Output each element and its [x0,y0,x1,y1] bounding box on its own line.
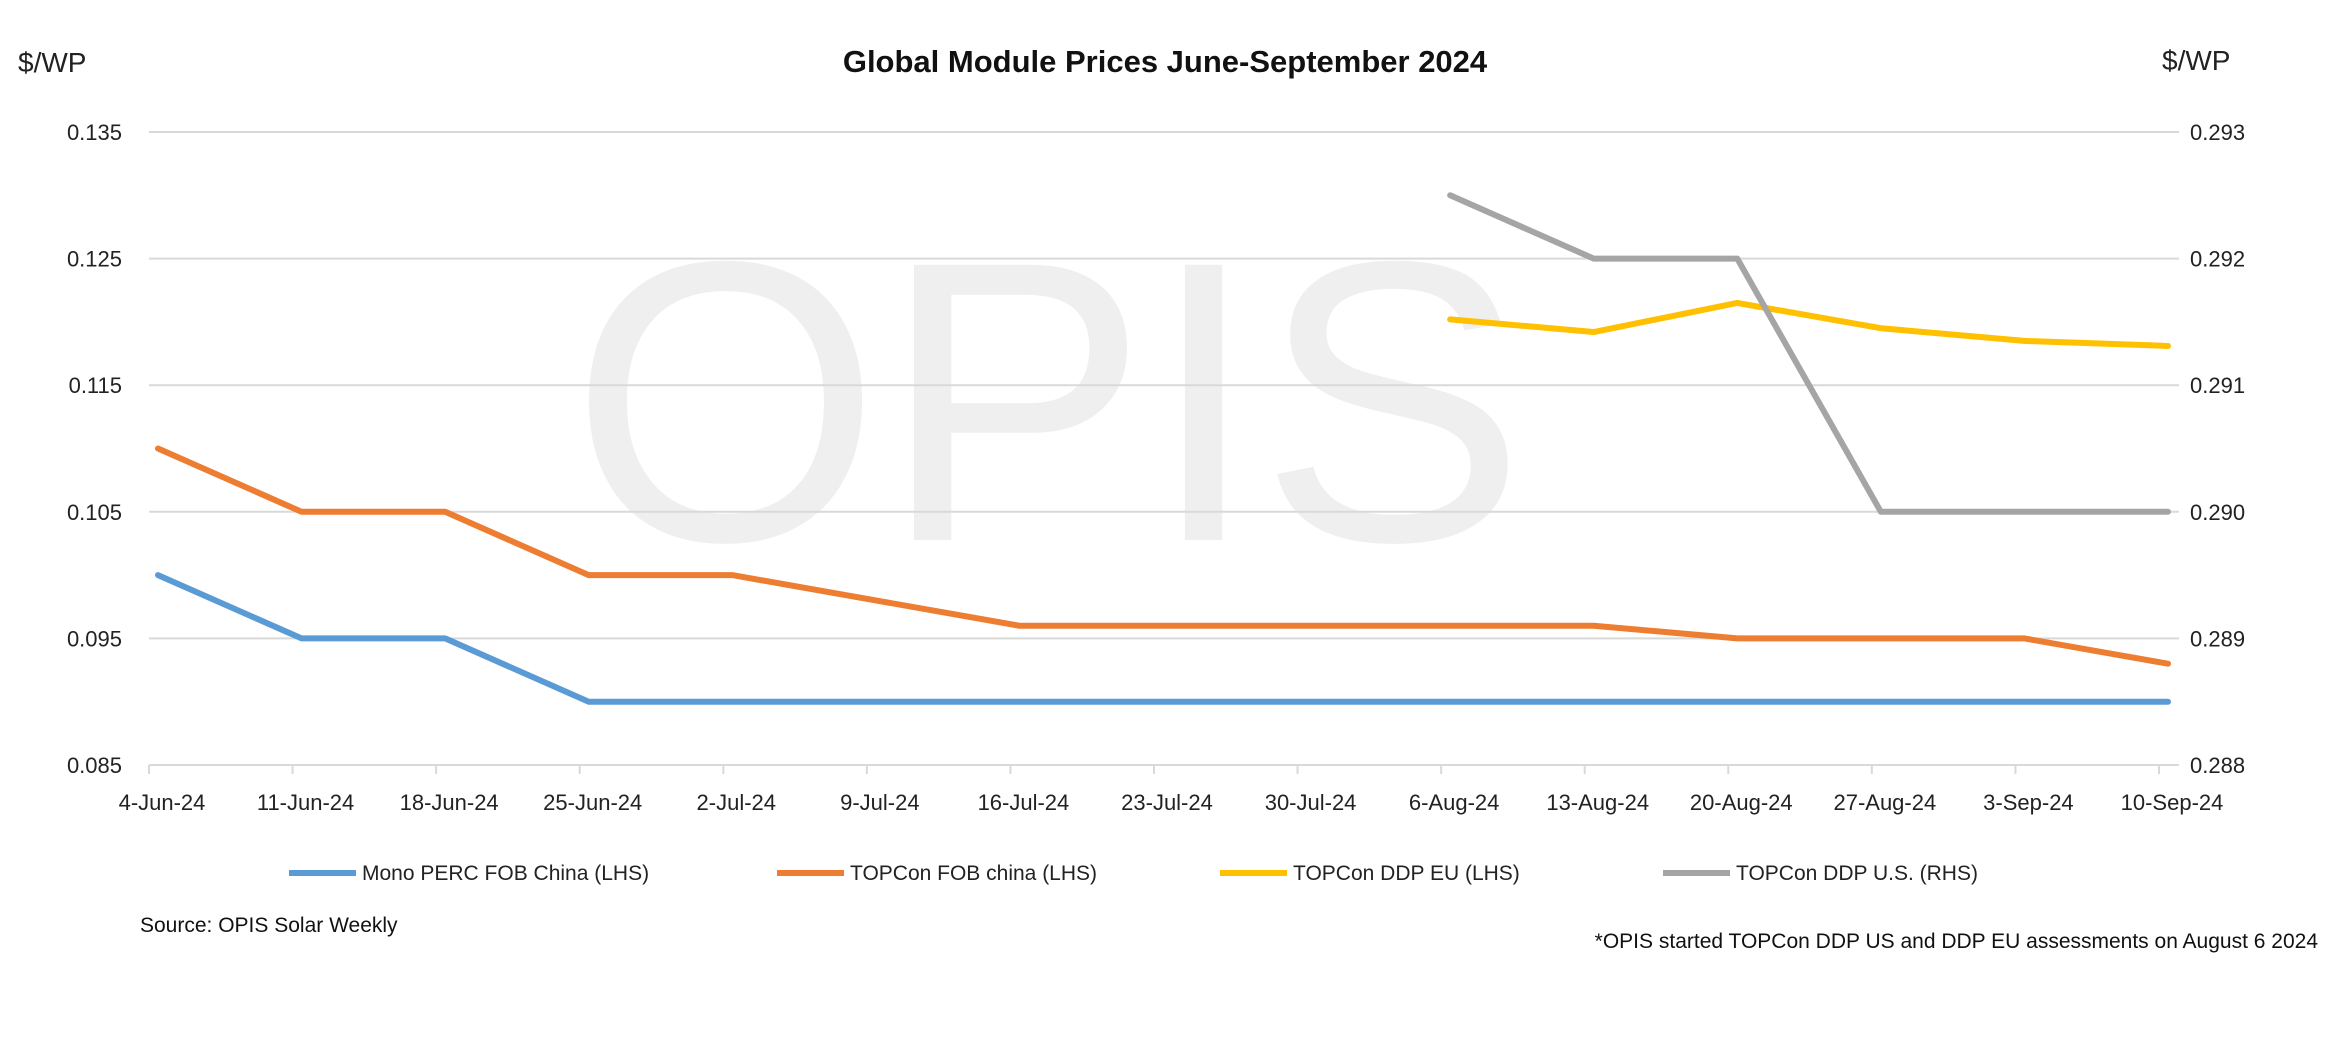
right-tick-label: 0.290 [2190,500,2245,525]
x-tick-label: 9-Jul-24 [840,790,919,815]
right-tick-label: 0.292 [2190,247,2245,272]
x-tick-label: 6-Aug-24 [1409,790,1500,815]
x-tick-label: 13-Aug-24 [1546,790,1649,815]
legend-label: TOPCon DDP EU (LHS) [1293,862,1520,885]
legend-label: TOPCon DDP U.S. (RHS) [1736,862,1978,885]
source-note: Source: OPIS Solar Weekly [140,914,398,937]
chart-title: Global Module Prices June-September 2024 [843,44,1488,79]
right-axis-unit: $/WP [2162,45,2230,76]
right-tick-label: 0.289 [2190,626,2245,651]
x-tick-label: 30-Jul-24 [1265,790,1357,815]
left-tick-label: 0.135 [67,120,122,145]
x-tick-label: 16-Jul-24 [978,790,1070,815]
x-tick-label: 27-Aug-24 [1833,790,1936,815]
x-tick-label: 10-Sep-24 [2121,790,2224,815]
x-tick-label: 4-Jun-24 [119,790,206,815]
x-tick-label: 11-Jun-24 [257,790,354,815]
x-tick-label: 25-Jun-24 [543,790,642,815]
left-tick-label: 0.125 [67,247,122,272]
left-tick-label: 0.095 [67,626,122,651]
left-tick-label: 0.105 [67,500,122,525]
x-tick-label: 23-Jul-24 [1121,790,1213,815]
right-tick-label: 0.291 [2190,373,2245,398]
x-tick-label: 2-Jul-24 [697,790,776,815]
watermark: OPIS [570,178,1526,625]
x-tick-label: 3-Sep-24 [1983,790,2074,815]
series-line-3 [1447,192,2171,515]
series-line-2 [1447,299,2171,349]
right-tick-label: 0.293 [2190,120,2245,145]
x-tick-label: 20-Aug-24 [1690,790,1793,815]
legend-label: Mono PERC FOB China (LHS) [362,862,649,885]
left-axis-unit: $/WP [18,47,86,78]
legend-label: TOPCon FOB china (LHS) [850,862,1097,885]
footnote: *OPIS started TOPCon DDP US and DDP EU a… [1595,930,2319,953]
left-tick-label: 0.085 [67,753,122,778]
left-tick-label: 0.115 [69,373,122,398]
x-tick-label: 18-Jun-24 [400,790,499,815]
right-tick-label: 0.288 [2190,753,2245,778]
